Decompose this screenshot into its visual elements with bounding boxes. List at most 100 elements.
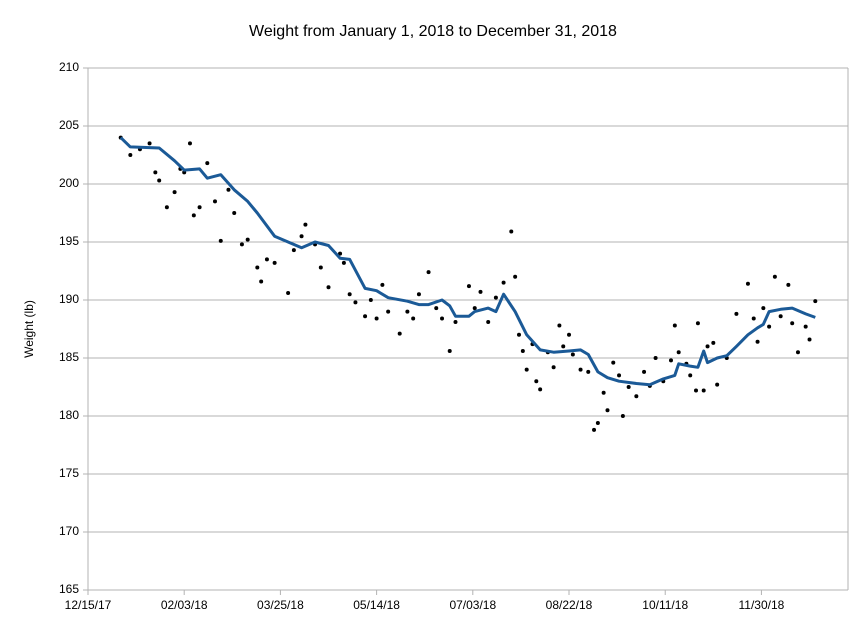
data-point: [347, 292, 352, 297]
data-point: [567, 332, 572, 337]
data-point: [272, 260, 277, 265]
data-point: [374, 316, 379, 321]
y-tick-label: 185: [59, 350, 79, 364]
data-point: [157, 178, 162, 183]
data-point: [524, 367, 529, 372]
data-point: [386, 309, 391, 314]
data-point: [164, 205, 169, 210]
data-point: [255, 265, 260, 270]
x-tick-label: 02/03/18: [161, 598, 208, 612]
data-point: [232, 211, 237, 215]
data-point: [653, 356, 658, 360]
data-point: [790, 321, 795, 326]
data-point: [513, 274, 518, 279]
data-point: [534, 379, 539, 384]
data-point: [363, 314, 368, 319]
data-point: [397, 331, 402, 336]
data-point: [711, 340, 716, 345]
data-point: [715, 382, 720, 387]
data-point: [478, 289, 483, 294]
data-point: [341, 260, 346, 265]
x-tick-label: 03/25/18: [257, 598, 304, 612]
x-tick-label: 10/11/18: [642, 598, 688, 612]
data-point: [772, 274, 777, 279]
data-point: [620, 414, 625, 418]
moving-average-line: [119, 136, 816, 387]
y-tick-label: 210: [59, 60, 79, 74]
data-point: [128, 153, 133, 157]
data-point: [466, 284, 471, 289]
data-point: [751, 316, 756, 321]
data-point: [509, 229, 514, 234]
data-point: [212, 199, 217, 204]
data-point: [617, 373, 622, 378]
data-point: [218, 238, 223, 243]
data-point: [303, 222, 308, 227]
data-point: [368, 298, 373, 302]
data-point: [493, 295, 498, 300]
data-point: [605, 408, 610, 413]
data-point: [405, 309, 410, 314]
y-tick-label: 200: [59, 176, 79, 190]
y-tick-label: 180: [59, 408, 79, 422]
x-tick-label: 11/30/18: [739, 598, 785, 612]
data-point: [501, 280, 506, 285]
data-point: [205, 161, 210, 166]
y-tick-label: 190: [59, 292, 79, 306]
data-point: [291, 248, 296, 253]
data-point: [755, 339, 760, 344]
data-point: [813, 299, 818, 304]
data-point: [634, 394, 639, 399]
data-point: [734, 311, 739, 316]
data-point: [578, 367, 583, 372]
y-tick-label: 175: [59, 466, 79, 480]
data-point: [672, 323, 677, 328]
data-point: [601, 390, 606, 395]
data-point: [520, 349, 525, 354]
data-point: [380, 282, 385, 287]
data-point: [688, 373, 693, 378]
data-point: [561, 344, 566, 349]
data-point: [191, 213, 196, 218]
data-point: [695, 321, 700, 326]
data-point: [434, 306, 439, 311]
data-point: [259, 279, 264, 284]
data-point: [172, 190, 177, 195]
data-point: [447, 349, 452, 354]
data-point: [472, 306, 477, 311]
data-point: [611, 360, 616, 365]
data-point: [807, 337, 812, 342]
data-point: [668, 358, 673, 363]
x-tick-label: 12/15/17: [65, 598, 112, 612]
data-point: [778, 314, 783, 319]
data-point: [761, 306, 766, 311]
y-tick-label: 205: [59, 118, 79, 132]
data-point: [803, 324, 808, 329]
y-tick-label: 165: [59, 582, 79, 596]
data-point: [426, 270, 431, 275]
data-point: [570, 352, 575, 357]
chart-title: Weight from January 1, 2018 to December …: [249, 23, 617, 40]
data-point: [595, 420, 600, 425]
data-point: [286, 291, 291, 296]
y-tick-label: 195: [59, 234, 79, 248]
data-point: [226, 187, 231, 192]
data-point: [586, 369, 591, 374]
data-point: [326, 285, 331, 290]
x-tick-label: 05/14/18: [353, 598, 400, 612]
data-point: [486, 320, 491, 325]
data-point: [642, 369, 647, 374]
data-point: [245, 237, 250, 242]
data-point: [453, 320, 458, 325]
x-tick-label: 07/03/18: [449, 598, 496, 612]
data-point: [318, 265, 323, 270]
data-point: [767, 324, 772, 329]
data-point: [592, 427, 597, 432]
data-point: [147, 141, 152, 146]
data-point: [557, 323, 562, 328]
data-point: [416, 292, 421, 297]
data-point: [338, 251, 343, 256]
data-point: [701, 388, 706, 393]
